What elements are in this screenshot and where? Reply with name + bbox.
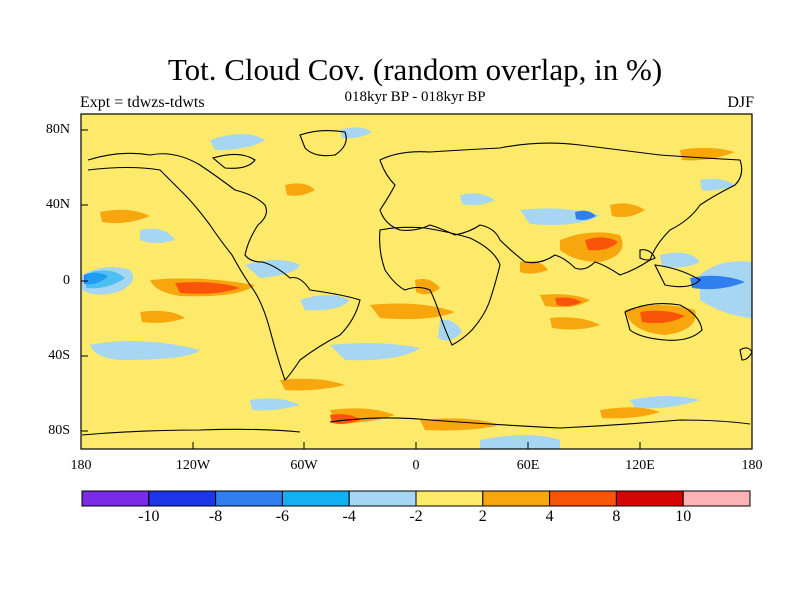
colorbar-swatch [348,490,417,507]
colorbar-label: 2 [478,508,487,525]
colorbar-label: -8 [208,508,223,525]
lon-tick-label: 0 [412,458,420,473]
colorbar-label: 10 [675,508,692,525]
lon-tick-label: 180 [741,458,763,473]
colorbar-swatch [81,490,150,507]
axis-ticks [80,129,753,449]
coastlines [81,129,753,436]
colorbar-swatch [148,490,217,507]
colorbar-swatch [615,490,684,507]
lat-tick-label: 80N [45,122,70,137]
colorbar-swatch [415,490,484,507]
lat-tick-label: 80S [48,423,70,438]
colorbar-label: 8 [612,508,621,525]
colorbar-swatch [549,490,617,507]
lat-tick-label: 0 [63,273,70,288]
map-title: Tot. Cloud Cov. (random overlap, in %) [167,52,663,87]
colorbar-label: -6 [275,508,290,525]
colorbar-label: 4 [545,508,554,525]
experiment-label: Expt = tdwzs-tdwts [80,94,205,111]
colorbar-swatch [281,490,350,507]
map-subtitle: 018kyr BP - 018kyr BP [344,89,486,105]
colorbar-label: -4 [342,508,356,525]
lon-tick-label: 60W [290,458,318,473]
colorbar [81,490,751,507]
lon-tick-label: 60E [516,458,540,473]
colorbar-label: -10 [138,508,160,525]
colorbar-swatch [682,490,751,507]
colorbar-swatch [482,490,551,507]
lat-tick-label: 40N [45,197,70,212]
map-panel [80,113,753,450]
lon-tick-label: 120E [625,458,655,473]
lon-tick-label: 120W [175,458,211,473]
season-label: DJF [727,94,754,111]
colorbar-swatch [215,490,283,507]
lon-tick-label: 180 [70,458,92,473]
colorbar-label: -2 [409,508,423,525]
lat-tick-label: 40S [48,348,70,363]
